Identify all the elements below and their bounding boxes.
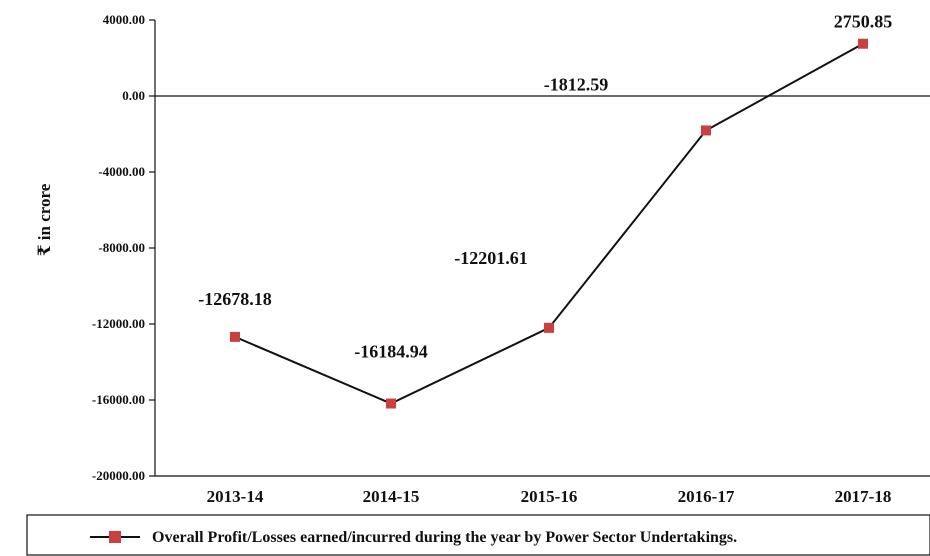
x-tick-label: 2013-14	[207, 487, 264, 506]
data-point	[701, 125, 711, 136]
x-tick-label: 2017-18	[835, 487, 892, 506]
y-tick-label: -4000.00	[98, 164, 145, 179]
y-tick-label: 4000.00	[103, 12, 145, 27]
x-tick-label: 2015-16	[521, 487, 578, 506]
data-point	[858, 38, 868, 49]
data-labels: -12678.18 -16184.94 -12201.61 -1812.59 2750.…	[198, 12, 892, 362]
legend-box	[26, 514, 930, 556]
y-tick-labels: 4000.00 0.00 -4000.00 -8000.00 -12000.00 -160…	[92, 12, 155, 483]
data-point	[386, 398, 396, 409]
x-tick-label: 2014-15	[363, 487, 420, 506]
data-label: -12201.61	[454, 248, 528, 268]
y-axis-label: ₹ in crore	[35, 183, 54, 256]
y-tick-label: -20000.00	[92, 468, 145, 483]
y-tick-label: -16000.00	[92, 392, 145, 407]
x-tick-labels: 2013-14 2014-15 2015-16 2016-17 2017-18	[207, 487, 892, 506]
series-line	[234, 42, 864, 405]
data-label: -12678.18	[198, 289, 272, 309]
data-point	[230, 331, 240, 342]
data-label: -1812.59	[544, 74, 609, 94]
y-tick-label: 0.00	[122, 88, 145, 103]
data-label: -16184.94	[354, 342, 428, 362]
legend-label: Overall Profit/Losses earned/incurred du…	[152, 529, 737, 546]
y-tick-label: -8000.00	[98, 240, 145, 255]
x-tick-label: 2016-17	[678, 487, 735, 506]
legend-marker-swatch	[109, 531, 121, 543]
data-point	[544, 322, 554, 333]
data-label: 2750.85	[834, 12, 893, 32]
series-group	[230, 38, 868, 409]
y-tick-label: -12000.00	[92, 316, 145, 331]
legend: Overall Profit/Losses earned/incurred du…	[26, 514, 930, 556]
